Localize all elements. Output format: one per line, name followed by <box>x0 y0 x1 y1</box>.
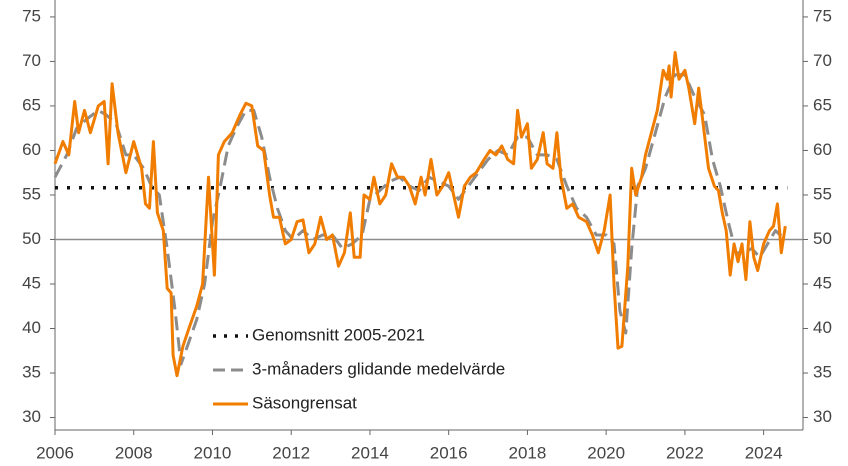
legend: Genomsnitt 2005-2021 3-månaders glidande … <box>205 320 590 420</box>
legend-label: 3-månaders glidande medelvärde <box>252 359 505 378</box>
y2-tick-label: 75 <box>813 6 832 25</box>
y2-tick-label: 45 <box>813 273 832 292</box>
y-tick-label: 55 <box>22 184 41 203</box>
x-tick-label: 2010 <box>194 443 232 462</box>
y2-tick-label: 60 <box>813 140 832 159</box>
y-tick-label: 40 <box>22 318 41 337</box>
y-tick-label: 60 <box>22 140 41 159</box>
y2-tick-label: 70 <box>813 51 832 70</box>
y-tick-label: 50 <box>22 229 41 248</box>
y2-tick-label: 35 <box>813 363 832 382</box>
y-tick-label: 30 <box>22 407 41 426</box>
x-tick-label: 2020 <box>587 443 625 462</box>
legend-label: Säsongrensat <box>252 393 357 412</box>
y-tick-label: 75 <box>22 6 41 25</box>
y-tick-label: 65 <box>22 95 41 114</box>
x-tick-label: 2018 <box>509 443 547 462</box>
y2-tick-label: 50 <box>813 229 832 248</box>
y-tick-label: 35 <box>22 363 41 382</box>
y2-tick-label: 65 <box>813 95 832 114</box>
x-tick-label: 2012 <box>272 443 310 462</box>
y-tick-label: 45 <box>22 273 41 292</box>
y-tick-label: 70 <box>22 51 41 70</box>
y2-tick-label: 55 <box>813 184 832 203</box>
x-tick-label: 2024 <box>745 443 783 462</box>
x-tick-label: 2016 <box>430 443 468 462</box>
legend-label: Genomsnitt 2005-2021 <box>252 325 425 344</box>
y2-tick-label: 40 <box>813 318 832 337</box>
series-line <box>53 51 787 378</box>
x-tick-label: 2014 <box>351 443 389 462</box>
x-tick-label: 2008 <box>115 443 153 462</box>
y2-tick-label: 30 <box>813 407 832 426</box>
x-tick-label: 2022 <box>666 443 704 462</box>
x-tick-label: 2006 <box>36 443 74 462</box>
legend-background <box>205 320 590 420</box>
